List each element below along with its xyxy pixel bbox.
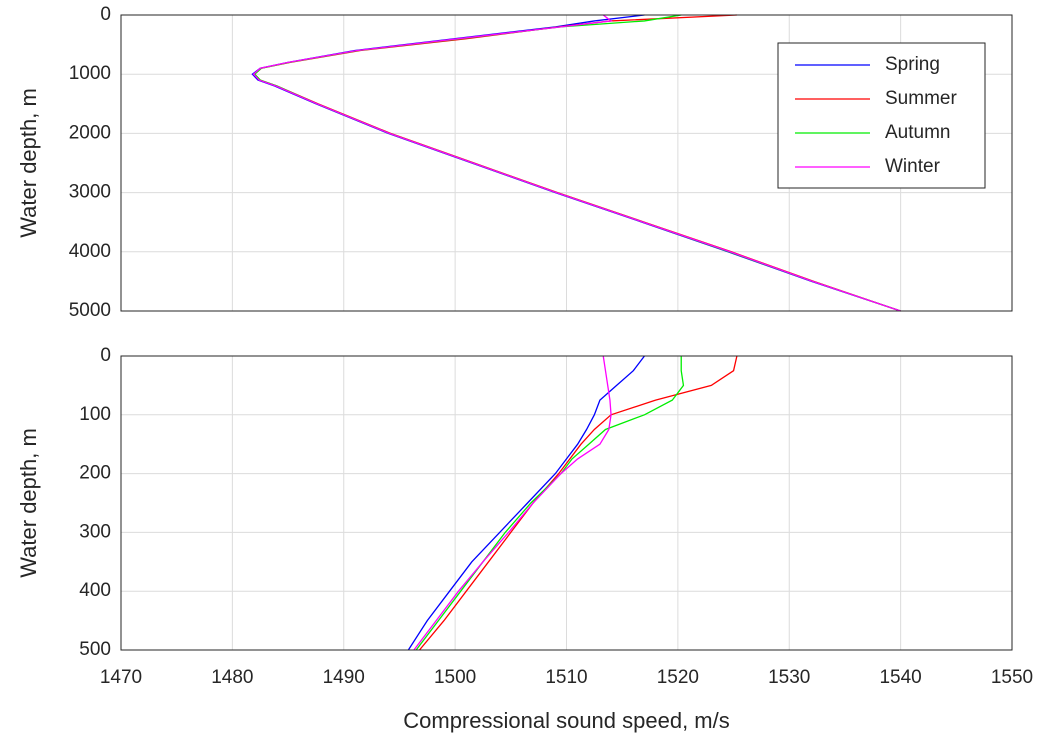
axes-box	[120, 14, 1013, 312]
legend-label: Summer	[885, 88, 957, 109]
series-line	[413, 355, 612, 651]
y-axis-label: Water depth, m	[16, 88, 41, 238]
y-tick-label: 5000	[69, 300, 111, 321]
x-tick-label: 1550	[991, 667, 1033, 688]
y-tick-label: 100	[79, 404, 111, 425]
series-line	[415, 356, 685, 651]
y-tick-label: 1000	[69, 63, 111, 84]
legend: Spring Summer Autumn Winter	[777, 42, 986, 189]
x-tick-label: 1530	[768, 667, 810, 688]
legend-label: Winter	[885, 156, 941, 177]
y-tick-label: 2000	[69, 122, 111, 143]
x-tick-label: 1490	[323, 667, 365, 688]
x-tick-label: 1520	[657, 667, 699, 688]
legend-label: Spring	[885, 54, 940, 75]
y-tick-label: 200	[79, 463, 111, 484]
x-tick-label: 1480	[211, 667, 253, 688]
y-axis-label: Water depth, m	[16, 428, 41, 578]
series-line	[418, 355, 738, 651]
legend-box	[777, 42, 986, 189]
y-tick-label: 0	[100, 345, 111, 366]
series-line	[252, 14, 901, 312]
axes-box	[120, 355, 1013, 651]
y-tick-label: 500	[79, 639, 111, 660]
x-axis-label: Compressional sound speed, m/s	[403, 708, 730, 733]
y-tick-label: 300	[79, 521, 111, 542]
x-tick-label: 1540	[879, 667, 921, 688]
x-tick-label: 1500	[434, 667, 476, 688]
y-tick-label: 0	[100, 4, 111, 25]
y-tick-label: 4000	[69, 241, 111, 262]
legend-label: Autumn	[885, 122, 950, 143]
y-tick-label: 3000	[69, 182, 111, 203]
x-tick-label: 1510	[545, 667, 587, 688]
x-tick-label: 1470	[100, 667, 142, 688]
series-line	[407, 355, 645, 651]
y-tick-label: 400	[79, 580, 111, 601]
